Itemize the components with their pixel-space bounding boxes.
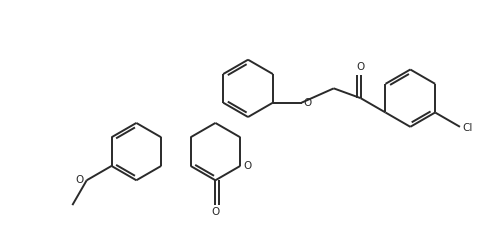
- Text: O: O: [212, 207, 220, 217]
- Text: O: O: [304, 98, 312, 108]
- Text: Cl: Cl: [462, 123, 472, 133]
- Text: O: O: [76, 175, 84, 185]
- Text: O: O: [243, 161, 252, 171]
- Text: O: O: [356, 62, 365, 72]
